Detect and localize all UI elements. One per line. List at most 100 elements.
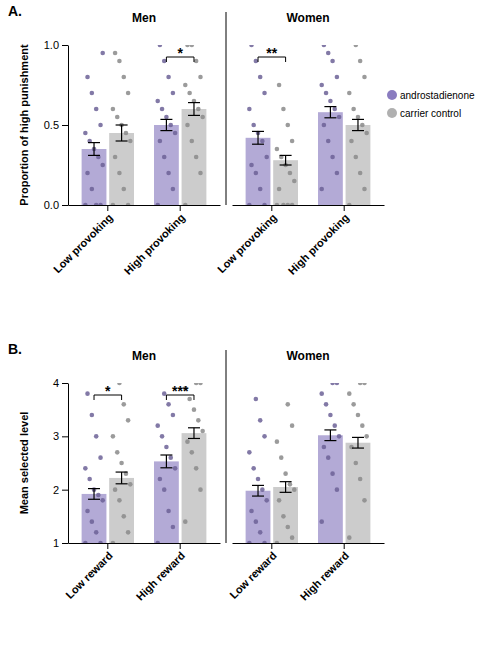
- data-point: [121, 402, 126, 407]
- data-point: [347, 535, 352, 540]
- error-bar-stem: [357, 119, 358, 130]
- error-bar: [352, 437, 364, 448]
- data-point: [111, 434, 116, 439]
- data-point: [254, 519, 259, 524]
- error-bar-cap: [280, 492, 292, 493]
- error-bar: [160, 119, 172, 130]
- data-point: [117, 383, 122, 385]
- data-point: [194, 59, 199, 64]
- data-point: [100, 498, 105, 503]
- y-tick: 4: [53, 377, 68, 389]
- data-point: [247, 450, 252, 455]
- data-point: [164, 445, 169, 450]
- data-point: [98, 203, 103, 205]
- legend-label: carrier control: [400, 108, 461, 119]
- data-point: [262, 203, 267, 205]
- bar: [154, 461, 179, 543]
- data-point: [160, 434, 165, 439]
- data-point: [332, 107, 337, 112]
- error-bar-cap: [188, 427, 200, 428]
- data-point: [335, 383, 340, 385]
- data-point: [155, 99, 160, 104]
- data-point: [113, 487, 118, 492]
- data-point: [281, 203, 286, 205]
- error-bar-cap: [116, 124, 128, 125]
- error-bar-stem: [121, 125, 122, 141]
- error-bar-cap: [160, 467, 172, 468]
- bar: [246, 491, 271, 543]
- data-point: [85, 171, 90, 176]
- data-point: [173, 131, 178, 136]
- error-bar-cap: [160, 119, 172, 120]
- y-axis-title: Mean selected level: [18, 412, 30, 515]
- x-tick: Low reward: [227, 543, 279, 601]
- error-bar: [88, 143, 100, 156]
- y-tick: 2: [53, 484, 68, 496]
- y-tick-label: 4: [53, 377, 59, 389]
- data-point: [354, 45, 359, 47]
- error-bar-stem: [166, 455, 167, 468]
- error-bar-cap: [352, 447, 364, 448]
- data-point: [198, 75, 203, 80]
- data-point: [258, 530, 263, 535]
- error-bar-cap: [252, 485, 264, 486]
- data-point: [185, 45, 190, 47]
- error-bar-stem: [285, 482, 286, 493]
- data-point: [115, 115, 120, 120]
- data-point: [349, 139, 354, 144]
- error-bar-cap: [188, 438, 200, 439]
- data-point: [158, 45, 163, 47]
- data-point: [155, 203, 160, 205]
- error-bar: [188, 103, 200, 116]
- bar: [82, 494, 107, 543]
- x-axis-line: [69, 543, 221, 544]
- error-bar: [324, 107, 336, 118]
- y-tick-mark: [62, 383, 68, 384]
- error-bar-stem: [93, 489, 94, 500]
- data-point: [275, 541, 280, 543]
- y-tick: 1: [53, 537, 68, 549]
- data-point: [254, 397, 259, 402]
- bar: [109, 478, 134, 543]
- data-point: [326, 455, 331, 460]
- data-point: [173, 466, 178, 471]
- error-bar-cap: [352, 119, 364, 120]
- data-point: [198, 171, 203, 176]
- data-point: [288, 482, 293, 487]
- data-point: [337, 115, 342, 120]
- facet-divider: [226, 12, 227, 205]
- error-bar-cap: [188, 102, 200, 103]
- data-point: [290, 139, 295, 144]
- bar: [154, 125, 179, 205]
- data-point: [198, 487, 203, 492]
- y-tick: 0.5: [44, 119, 68, 131]
- data-point: [183, 203, 188, 205]
- y-tick-mark: [62, 205, 68, 206]
- data-point: [264, 155, 269, 160]
- facet-divider: [226, 350, 227, 543]
- error-bar: [280, 155, 292, 165]
- x-tick-label: Low provoking: [51, 211, 115, 275]
- error-bar: [352, 119, 364, 130]
- error-bar-cap: [160, 130, 172, 131]
- data-point: [285, 402, 290, 407]
- data-point: [283, 471, 288, 476]
- data-point: [264, 498, 269, 503]
- x-tick-label: High provoking: [286, 211, 352, 277]
- x-tick-mark: [344, 205, 345, 211]
- error-bar-cap: [116, 140, 128, 141]
- bar: [346, 125, 371, 205]
- data-point: [117, 171, 122, 176]
- error-bar: [324, 430, 336, 441]
- y-tick-mark: [62, 543, 68, 544]
- error-bar-cap: [352, 130, 364, 131]
- legend-swatch: [387, 108, 397, 118]
- significance-label: ***: [172, 383, 189, 399]
- error-bar-stem: [357, 437, 358, 448]
- y-tick-mark: [62, 436, 68, 437]
- error-bar: [116, 125, 128, 141]
- data-point: [183, 519, 188, 524]
- y-tick-mark: [62, 45, 68, 46]
- x-tick: High provoking: [286, 205, 352, 277]
- data-point: [358, 171, 363, 176]
